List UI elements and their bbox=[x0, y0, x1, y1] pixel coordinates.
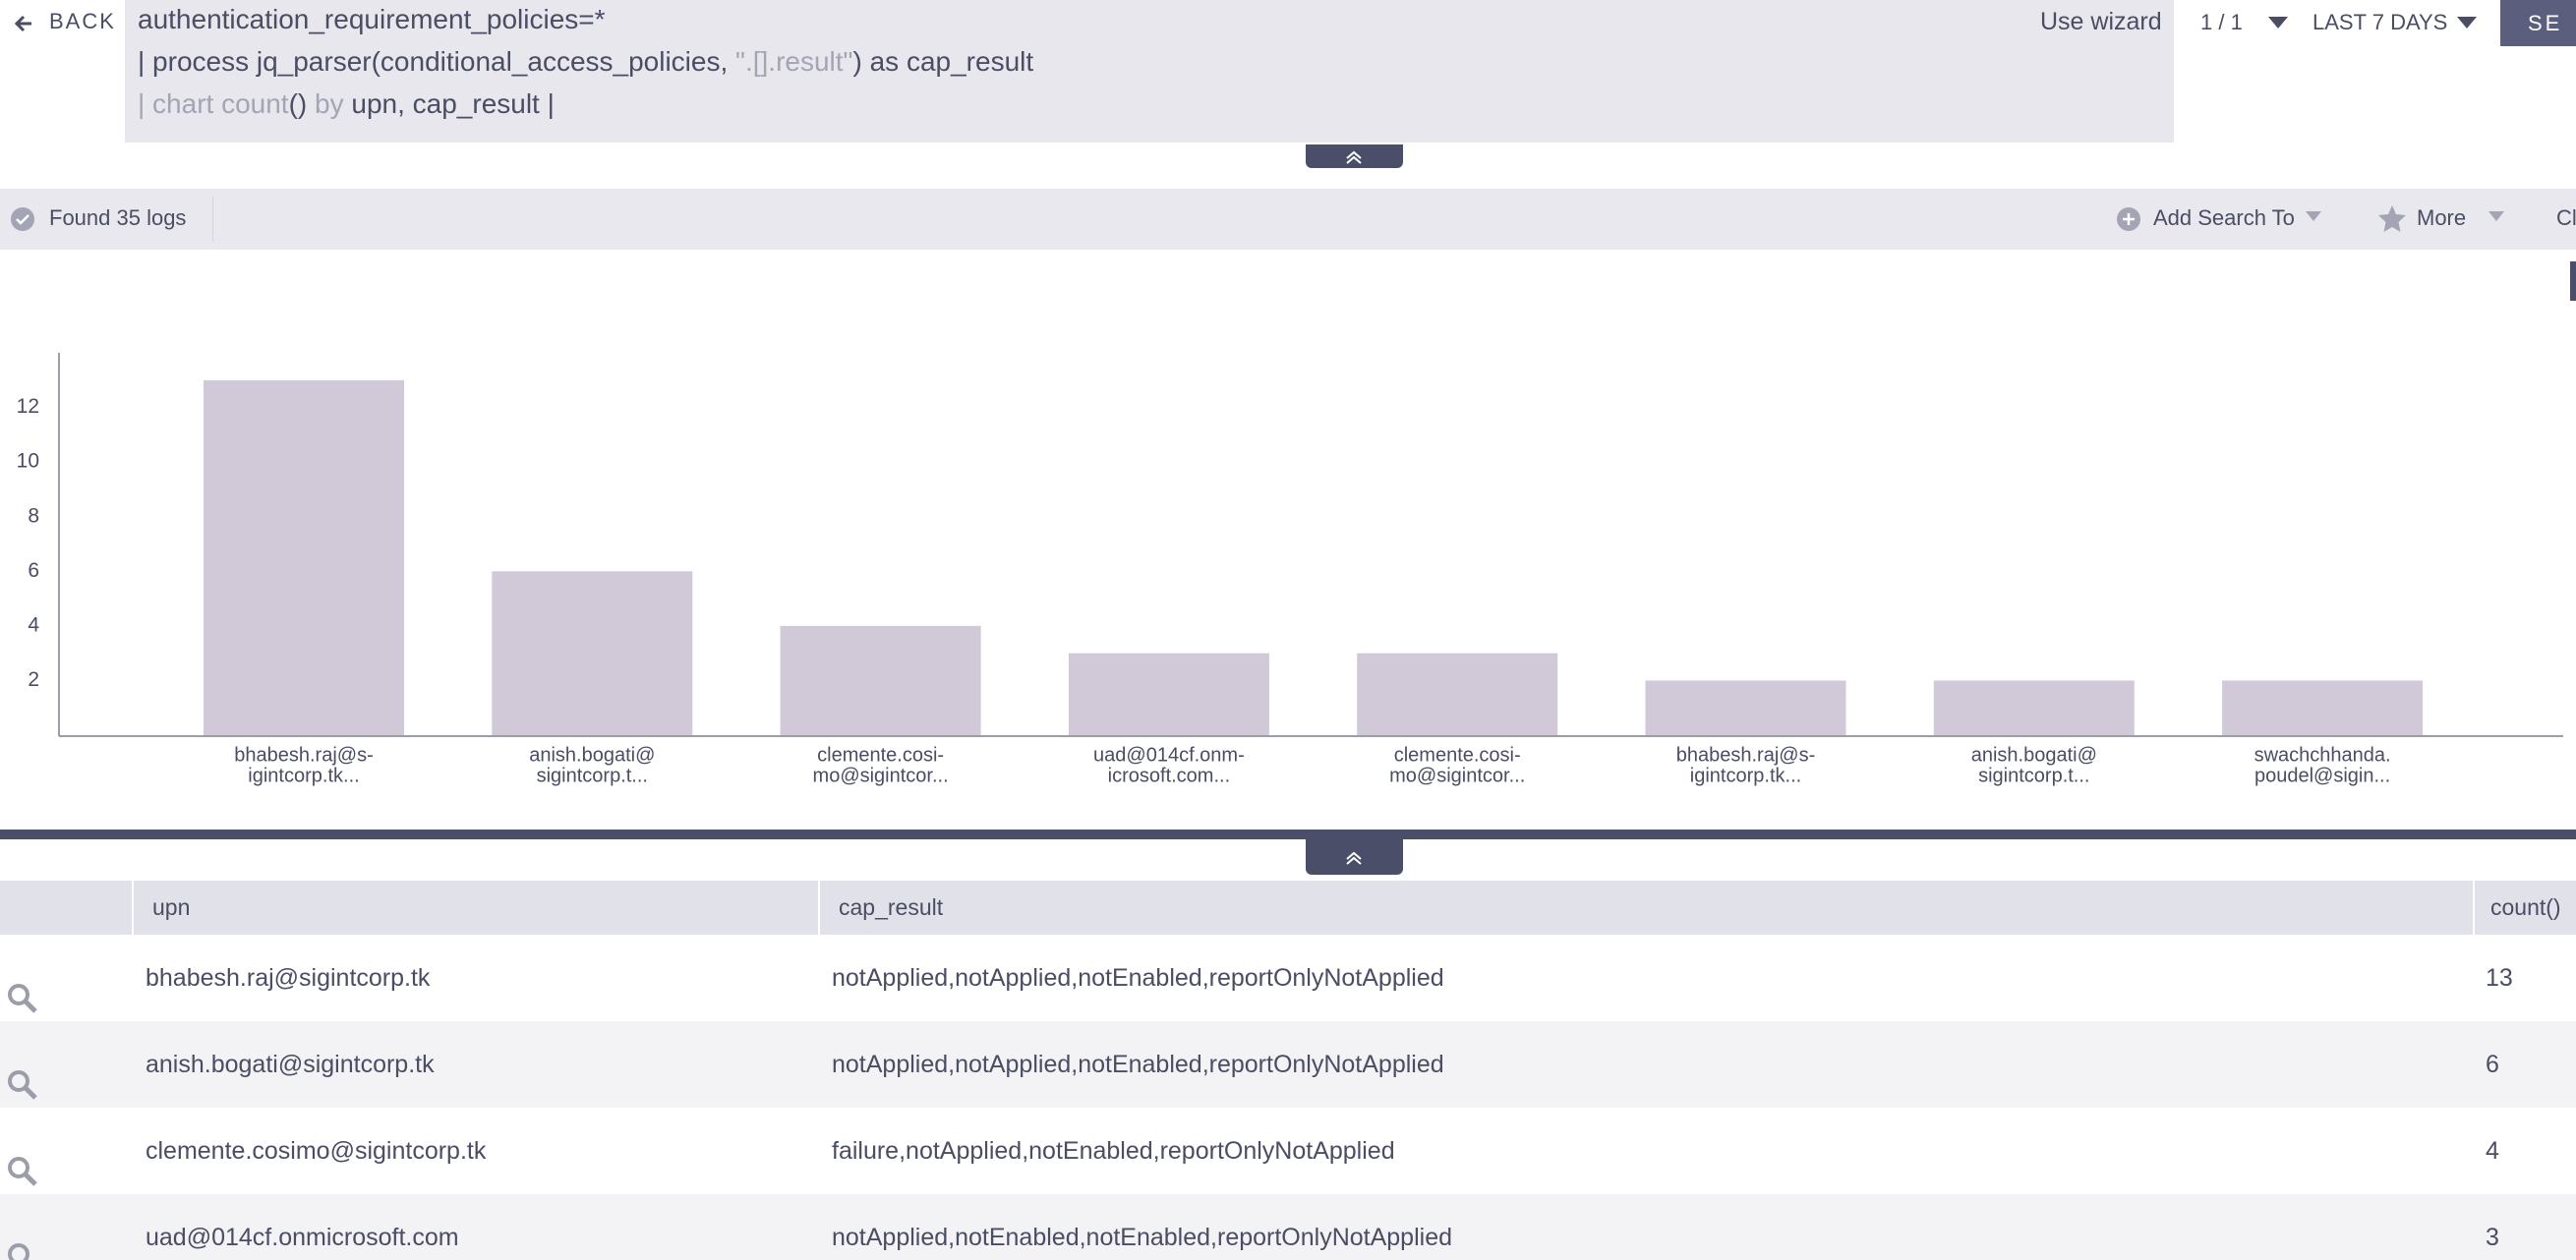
query-text: ) as cap_result bbox=[852, 46, 1034, 77]
star-icon[interactable] bbox=[2377, 203, 2407, 233]
collapse-tab[interactable] bbox=[1306, 144, 1403, 168]
y-tick-label: 6 bbox=[28, 559, 39, 582]
bar bbox=[2222, 680, 2424, 735]
separator bbox=[212, 197, 213, 242]
table-cell: notApplied,notApplied,notEnabled,reportO… bbox=[832, 1051, 1444, 1078]
bar bbox=[1933, 680, 2135, 735]
table-header bbox=[0, 881, 2576, 935]
query-line: | chart count() by upn, cap_result | bbox=[138, 88, 555, 120]
table-row[interactable] bbox=[0, 1108, 2576, 1194]
y-tick-label: 12 bbox=[17, 395, 39, 418]
bar bbox=[492, 571, 693, 735]
page-indicator: 1 / 1 bbox=[2200, 10, 2243, 34]
plus-icon[interactable] bbox=[2116, 206, 2141, 232]
back-icon[interactable] bbox=[12, 12, 35, 35]
found-count: Found 35 logs bbox=[49, 205, 187, 230]
y-tick-label: 10 bbox=[17, 450, 39, 473]
x-tick-label: bhabesh.raj@s- bbox=[234, 744, 373, 766]
x-tick-label: anish.bogati@ bbox=[1971, 744, 2097, 766]
time-range[interactable]: LAST 7 DAYS bbox=[2313, 10, 2448, 34]
magnifier[interactable] bbox=[6, 982, 39, 1015]
column-header[interactable]: count() bbox=[2490, 894, 2561, 920]
column-divider bbox=[818, 881, 820, 935]
time-dropdown[interactable] bbox=[2456, 16, 2478, 29]
query-editor[interactable] bbox=[125, 0, 2174, 143]
x-tick-label: igintcorp.tk... bbox=[248, 765, 359, 786]
column-divider bbox=[132, 881, 134, 935]
magnifier[interactable] bbox=[6, 1068, 39, 1102]
x-tick-label: clemente.cosi- bbox=[1394, 744, 1521, 766]
table-cell: 6 bbox=[2486, 1051, 2499, 1078]
search-icon[interactable] bbox=[6, 1137, 39, 1186]
table-cell: 13 bbox=[2486, 964, 2513, 992]
y-tick-label: 2 bbox=[28, 668, 39, 691]
table-cell: anish.bogati@sigintcorp.tk bbox=[146, 1051, 435, 1078]
search-icon[interactable] bbox=[6, 964, 39, 1013]
add-search-to[interactable]: Add Search To bbox=[2153, 205, 2295, 230]
x-tick-label: bhabesh.raj@s- bbox=[1676, 744, 1815, 766]
x-tick-label: igintcorp.tk... bbox=[1690, 765, 1801, 786]
table-row[interactable] bbox=[0, 935, 2576, 1021]
magnifier[interactable] bbox=[6, 1241, 39, 1260]
y-tick-label: 4 bbox=[28, 613, 39, 636]
x-tick-label: clemente.cosi- bbox=[817, 744, 944, 766]
table-cell: failure,notApplied,notEnabled,reportOnly… bbox=[832, 1137, 1395, 1165]
dropdown-icon[interactable] bbox=[2488, 210, 2505, 222]
table-cell: notApplied,notEnabled,notEnabled,reportO… bbox=[832, 1224, 1453, 1251]
splitter[interactable] bbox=[0, 830, 2576, 839]
x-tick-label: uad@014cf.onm- bbox=[1093, 744, 1245, 766]
bar bbox=[780, 625, 981, 735]
clipped-button[interactable]: Cl bbox=[2556, 205, 2576, 230]
use-wizard[interactable]: Use wizard bbox=[2040, 8, 2162, 35]
table-row[interactable] bbox=[0, 1021, 2576, 1108]
x-tick-label: icrosoft.com... bbox=[1108, 765, 1230, 786]
column-divider bbox=[2473, 881, 2475, 935]
table-cell: 3 bbox=[2486, 1224, 2499, 1251]
search-icon[interactable] bbox=[6, 1224, 39, 1260]
bar bbox=[1357, 653, 1558, 735]
query-string: ".[].result" bbox=[735, 46, 853, 77]
bar bbox=[1645, 680, 1846, 735]
query-text: | process jq_parser(conditional_access_p… bbox=[138, 46, 736, 77]
table-cell: clemente.cosimo@sigintcorp.tk bbox=[146, 1137, 487, 1165]
scrollbar[interactable] bbox=[2570, 261, 2576, 301]
page-dropdown[interactable] bbox=[2267, 16, 2289, 29]
column-header[interactable]: upn bbox=[152, 894, 191, 920]
results-bar bbox=[0, 189, 2576, 250]
x-tick-label: mo@sigintcor... bbox=[1389, 765, 1525, 786]
bar bbox=[1068, 653, 1269, 735]
query-text: authentication_requirement_policies=* bbox=[138, 4, 606, 34]
expand-tab[interactable] bbox=[1306, 837, 1403, 877]
column-header[interactable]: cap_result bbox=[839, 894, 944, 920]
chart: 2 4 6 8 10 12 bhabesh.raj@s-igintcorp.tk... ani… bbox=[17, 261, 2576, 786]
bar bbox=[204, 379, 404, 735]
back-button[interactable]: BACK bbox=[49, 9, 116, 33]
table-row[interactable] bbox=[0, 1194, 2576, 1260]
x-tick-label: poudel@sigin... bbox=[2254, 765, 2390, 786]
x-tick-label: mo@sigintcor... bbox=[813, 765, 949, 786]
table-cell: 4 bbox=[2486, 1137, 2499, 1165]
search-button[interactable]: SE bbox=[2500, 0, 2576, 46]
x-tick-label: sigintcorp.t... bbox=[537, 765, 648, 786]
x-tick-label: anish.bogati@ bbox=[529, 744, 655, 766]
x-tick-label: sigintcorp.t... bbox=[1978, 765, 2089, 786]
query-keyword: by bbox=[307, 88, 352, 119]
results-table: upn cap_result count() bhabesh.raj@sigin… bbox=[0, 881, 2576, 1260]
check-icon bbox=[11, 207, 34, 231]
table-cell: notApplied,notApplied,notEnabled,reportO… bbox=[832, 964, 1444, 992]
dropdown-icon[interactable] bbox=[2305, 210, 2322, 222]
query-line: authentication_requirement_policies=* bbox=[138, 4, 606, 35]
table-cell: bhabesh.raj@sigintcorp.tk bbox=[146, 964, 431, 992]
query-keyword: | chart count bbox=[138, 88, 289, 119]
magnifier[interactable] bbox=[6, 1155, 39, 1188]
more-button[interactable]: More bbox=[2417, 205, 2467, 230]
query-text: upn, cap_result | bbox=[351, 88, 555, 119]
query-line: | process jq_parser(conditional_access_p… bbox=[138, 46, 1033, 78]
table-cell: uad@014cf.onmicrosoft.com bbox=[146, 1224, 459, 1251]
x-tick-label: swachchhanda. bbox=[2254, 744, 2391, 766]
y-tick-label: 8 bbox=[28, 504, 39, 527]
search-icon[interactable] bbox=[6, 1051, 39, 1100]
query-text: () bbox=[288, 88, 308, 119]
